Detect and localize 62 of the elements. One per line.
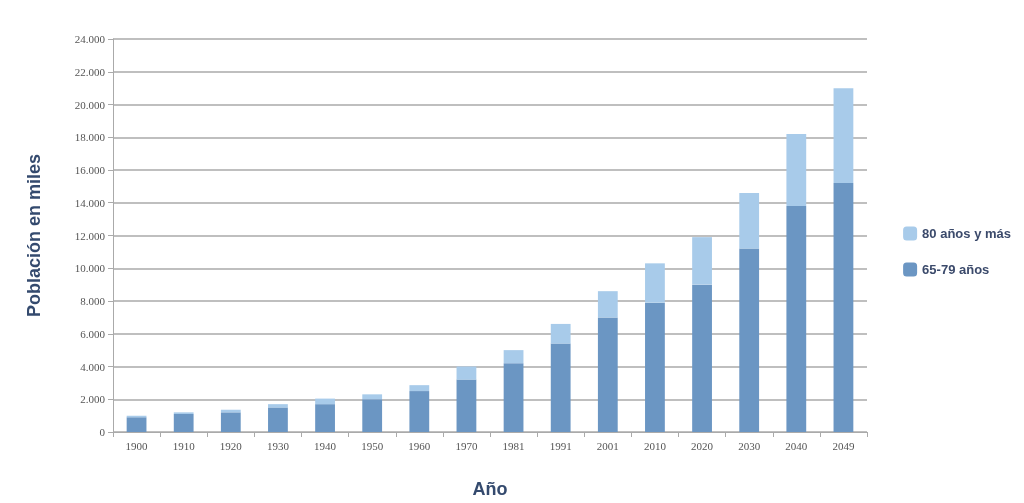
bar (739, 248, 760, 432)
bar (315, 398, 335, 405)
bar (173, 413, 194, 432)
bar (739, 192, 760, 249)
x-tick-label: 1930 (266, 439, 290, 452)
bar (362, 399, 383, 432)
x-tick-label: 1950 (361, 439, 384, 452)
bar (362, 394, 383, 400)
y-tick-label: 22.000 (74, 65, 106, 78)
x-tick-label: 2030 (738, 439, 761, 452)
y-tick-label: 12.000 (74, 229, 106, 242)
bar (503, 363, 524, 432)
legend-label: 65-79 años (922, 262, 990, 277)
bar (692, 284, 712, 432)
bar (220, 412, 241, 432)
bar (786, 133, 807, 207)
x-tick-label: 2010 (643, 439, 667, 452)
x-axis-title: Año (472, 479, 508, 499)
bar (315, 404, 335, 432)
bar (503, 350, 524, 364)
bar (409, 385, 430, 392)
bar (550, 323, 571, 344)
x-tick-label: 1900 (125, 439, 149, 452)
x-tick-label: 1960 (408, 439, 431, 452)
legend-label: 80 años y más (922, 226, 1011, 241)
bar (645, 263, 665, 303)
y-tick-label: 14.000 (74, 196, 106, 209)
bar (126, 417, 147, 432)
y-tick-label: 16.000 (74, 164, 106, 176)
bar (268, 407, 288, 432)
bar (833, 88, 854, 184)
x-tick-label: 1920 (219, 439, 243, 452)
y-tick-label: 6.000 (80, 327, 106, 340)
bar (456, 366, 477, 380)
bar (786, 206, 807, 432)
bar (268, 404, 288, 408)
x-tick-label: 2040 (785, 439, 808, 452)
bar (409, 391, 430, 432)
y-tick-label: 18.000 (74, 131, 106, 144)
y-tick-label: 20.000 (74, 98, 106, 111)
x-tick-label: 1970 (455, 439, 478, 452)
y-axis-title: Población en miles (24, 153, 44, 318)
bar (597, 291, 618, 318)
y-tick-label: 0 (99, 426, 106, 438)
y-tick-label: 24.000 (74, 33, 106, 45)
x-tick-label: 2049 (832, 439, 855, 452)
x-tick-label: 2001 (596, 439, 619, 452)
x-tick-label: 1981 (502, 439, 525, 452)
x-tick-label: 1940 (314, 439, 337, 452)
bar (645, 302, 665, 432)
y-tick-label: 4.000 (80, 360, 106, 373)
y-tick-label: 2.000 (80, 393, 106, 406)
x-tick-label: 2020 (691, 439, 714, 452)
x-tick-label: 1910 (172, 439, 196, 452)
bar (692, 237, 712, 285)
y-tick-label: 10.000 (74, 262, 106, 275)
bar (597, 317, 618, 432)
bar (833, 183, 854, 432)
x-tick-label: 1991 (549, 439, 572, 452)
bar (456, 379, 477, 432)
bar (550, 343, 571, 432)
y-tick-label: 8.000 (80, 295, 106, 307)
